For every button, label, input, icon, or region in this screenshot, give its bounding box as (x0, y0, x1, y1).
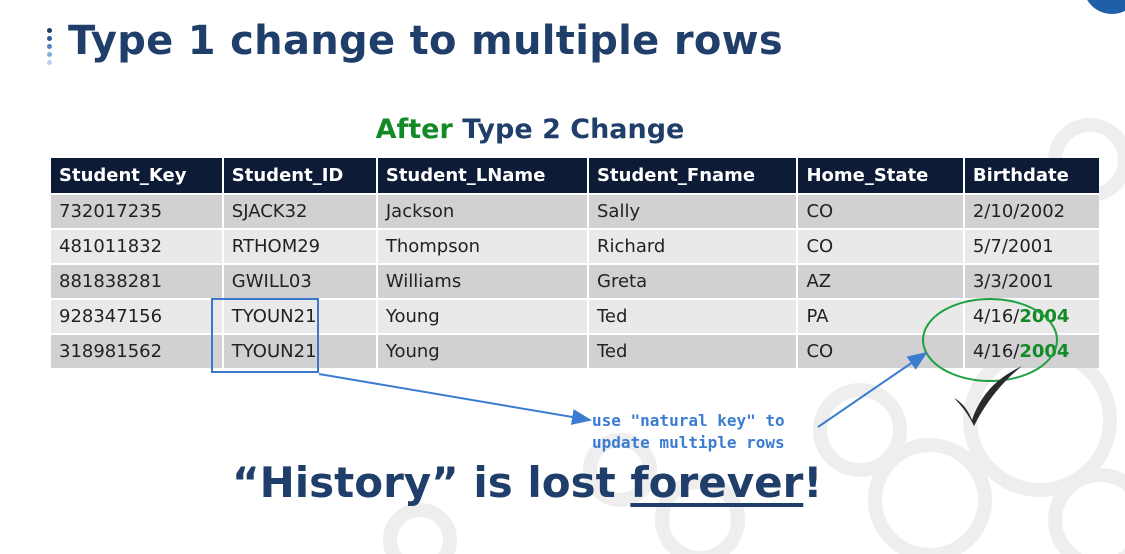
column-header: Student_LName (376, 158, 590, 194)
table-cell: CO (797, 228, 965, 264)
table-cell: 2/10/2002 (963, 193, 1099, 229)
table-cell: Williams (376, 263, 590, 299)
table-cell: 481011832 (51, 228, 224, 264)
column-header: Birthdate (963, 158, 1099, 194)
table-cell: Greta (588, 263, 799, 299)
table-cell: Thompson (376, 228, 590, 264)
table-row: 881838281 GWILL03 Williams Greta AZ 3/3/… (51, 263, 1099, 299)
column-header: Student_Fname (588, 158, 799, 194)
tagline-suffix: ! (803, 458, 823, 507)
table-cell: AZ (797, 263, 965, 299)
table-cell: 928347156 (51, 298, 224, 334)
table-row: 481011832 RTHOM29 Thompson Richard CO 5/… (51, 228, 1099, 264)
title-bullet-dots-icon (46, 28, 54, 68)
corner-brand-circle (1083, 0, 1125, 14)
table-header-row: Student_Key Student_ID Student_LName Stu… (51, 158, 1099, 194)
arrow-to-annotation (318, 373, 592, 425)
table-cell: Richard (588, 228, 799, 264)
tagline-prefix: “History” is lost (232, 458, 631, 507)
checkmark-icon (954, 366, 1022, 426)
table-cell: Jackson (376, 193, 590, 229)
natural-key-annotation: use "natural key" to update multiple rows (592, 410, 785, 454)
table-cell: 881838281 (51, 263, 224, 299)
table-cell: SJACK32 (222, 193, 378, 229)
tagline-emphasis: forever (630, 458, 804, 507)
column-header: Home_State (797, 158, 965, 194)
table-subtitle: After Type 2 Change (0, 114, 1060, 145)
annotation-line-1: use "natural key" to (592, 411, 785, 430)
table-cell: 732017235 (51, 193, 224, 229)
table-cell: TYOUN21 (222, 333, 378, 368)
table-cell: Ted (588, 298, 799, 334)
column-header: Student_ID (222, 158, 378, 194)
slide-title: Type 1 change to multiple rows (68, 18, 783, 64)
table-row: 318981562 TYOUN21 Young Ted CO 4/16/2004 (51, 333, 1099, 368)
table-cell: RTHOM29 (222, 228, 378, 264)
table-cell: Young (376, 333, 590, 368)
table-cell: 5/7/2001 (963, 228, 1099, 264)
subtitle-rest: Type 2 Change (452, 114, 685, 145)
table-cell: 318981562 (51, 333, 224, 368)
subtitle-highlight: After (375, 114, 453, 145)
annotation-line-2: update multiple rows (592, 433, 785, 452)
table-cell: CO (797, 193, 965, 229)
table-cell: 3/3/2001 (963, 263, 1099, 299)
table-cell: Sally (588, 193, 799, 229)
history-lost-tagline: “History” is lost forever! (232, 458, 822, 507)
birthdate-highlight-ellipse (922, 298, 1058, 382)
table-cell: Young (376, 298, 590, 334)
natural-key-highlight-box (211, 298, 319, 373)
table-row: 732017235 SJACK32 Jackson Sally CO 2/10/… (51, 193, 1099, 229)
table-cell: Ted (588, 333, 799, 368)
table-cell: TYOUN21 (222, 298, 378, 334)
table-cell: GWILL03 (222, 263, 378, 299)
column-header: Student_Key (51, 158, 224, 194)
